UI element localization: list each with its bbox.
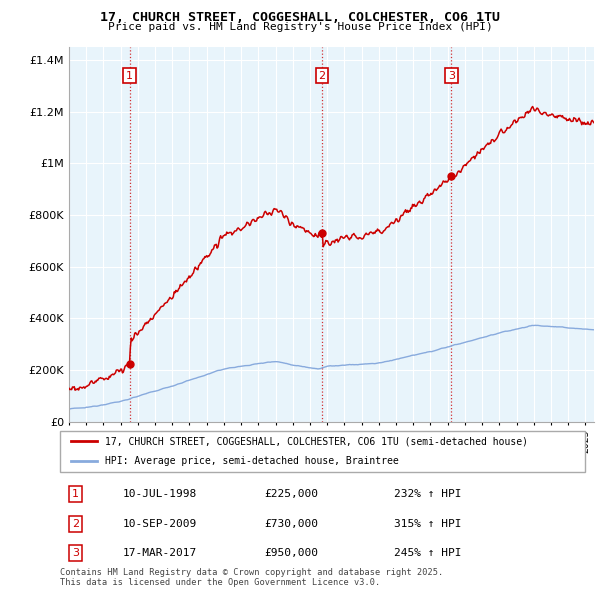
Text: 3: 3	[448, 71, 455, 81]
Text: 17, CHURCH STREET, COGGESHALL, COLCHESTER, CO6 1TU: 17, CHURCH STREET, COGGESHALL, COLCHESTE…	[100, 11, 500, 24]
Text: 10-JUL-1998: 10-JUL-1998	[122, 489, 197, 499]
Text: Price paid vs. HM Land Registry's House Price Index (HPI): Price paid vs. HM Land Registry's House …	[107, 22, 493, 32]
Text: £730,000: £730,000	[264, 519, 318, 529]
Text: 2: 2	[319, 71, 326, 81]
Text: 245% ↑ HPI: 245% ↑ HPI	[394, 548, 461, 558]
Text: £225,000: £225,000	[264, 489, 318, 499]
Text: 3: 3	[72, 548, 79, 558]
Text: 17-MAR-2017: 17-MAR-2017	[122, 548, 197, 558]
Text: 10-SEP-2009: 10-SEP-2009	[122, 519, 197, 529]
Text: 17, CHURCH STREET, COGGESHALL, COLCHESTER, CO6 1TU (semi-detached house): 17, CHURCH STREET, COGGESHALL, COLCHESTE…	[104, 437, 527, 447]
Text: 315% ↑ HPI: 315% ↑ HPI	[394, 519, 461, 529]
Text: 1: 1	[72, 489, 79, 499]
Text: 1: 1	[126, 71, 133, 81]
Text: Contains HM Land Registry data © Crown copyright and database right 2025.
This d: Contains HM Land Registry data © Crown c…	[60, 568, 443, 587]
Text: HPI: Average price, semi-detached house, Braintree: HPI: Average price, semi-detached house,…	[104, 456, 398, 466]
Text: £950,000: £950,000	[264, 548, 318, 558]
Text: 232% ↑ HPI: 232% ↑ HPI	[394, 489, 461, 499]
Text: 2: 2	[72, 519, 79, 529]
FancyBboxPatch shape	[60, 431, 585, 472]
